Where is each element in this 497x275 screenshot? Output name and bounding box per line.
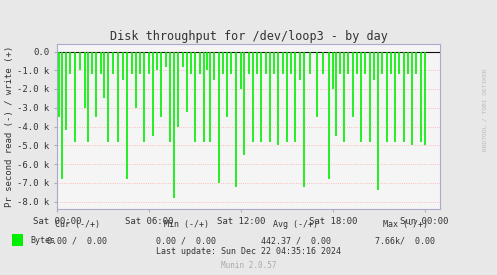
Text: Max (-/+): Max (-/+): [383, 220, 427, 229]
Text: Munin 2.0.57: Munin 2.0.57: [221, 261, 276, 270]
Text: 0.00 /  0.00: 0.00 / 0.00: [157, 236, 216, 245]
Text: Last update: Sun Dec 22 04:35:16 2024: Last update: Sun Dec 22 04:35:16 2024: [156, 248, 341, 256]
Y-axis label: Pr second read (-) / write (+): Pr second read (-) / write (+): [5, 46, 14, 207]
Text: Avg (-/+): Avg (-/+): [273, 220, 318, 229]
Text: RRDTOOL / TOBI OETIKER: RRDTOOL / TOBI OETIKER: [482, 69, 487, 151]
Text: 0.00 /  0.00: 0.00 / 0.00: [47, 236, 107, 245]
Text: Min (-/+): Min (-/+): [164, 220, 209, 229]
Text: 7.66k/  0.00: 7.66k/ 0.00: [375, 236, 435, 245]
Text: 442.37 /  0.00: 442.37 / 0.00: [261, 236, 331, 245]
Text: Cur (-/+): Cur (-/+): [55, 220, 99, 229]
Title: Disk throughput for /dev/loop3 - by day: Disk throughput for /dev/loop3 - by day: [109, 30, 388, 43]
Text: Bytes: Bytes: [31, 236, 56, 245]
